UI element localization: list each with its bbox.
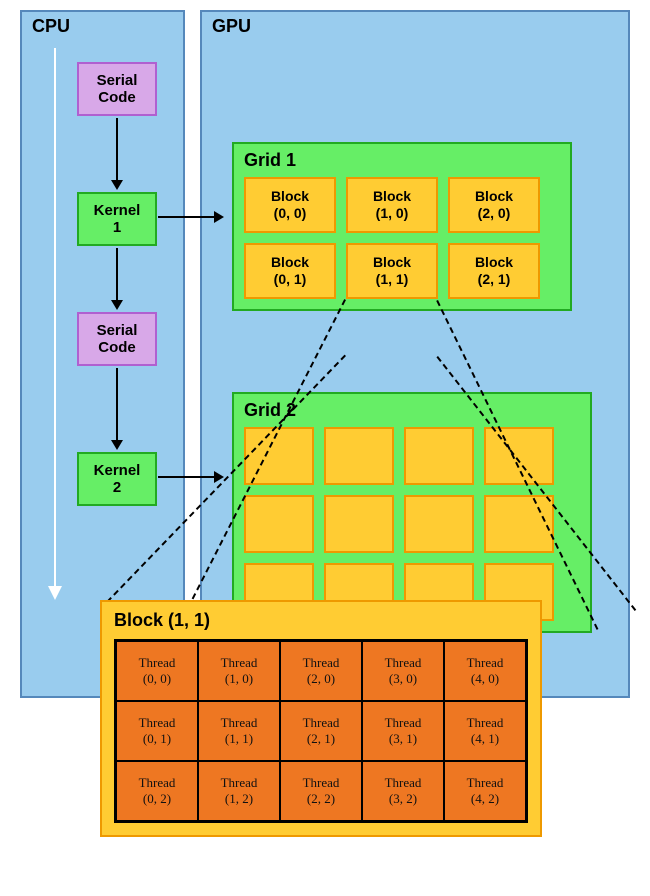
block bbox=[244, 495, 314, 553]
block-row: Block(0, 0) Block(1, 0) Block(2, 0) bbox=[244, 177, 560, 233]
label: Kernel bbox=[94, 462, 141, 479]
block bbox=[484, 495, 554, 553]
block-1-0: Block(1, 0) bbox=[346, 177, 438, 233]
arrow-down bbox=[116, 368, 118, 448]
block-2-1: Block(2, 1) bbox=[448, 243, 540, 299]
grid-1: Grid 1 Block(0, 0) Block(1, 0) Block(2, … bbox=[232, 142, 572, 311]
block bbox=[404, 495, 474, 553]
grid-1-title: Grid 1 bbox=[244, 150, 560, 171]
label: 1 bbox=[113, 219, 121, 236]
arrow-down bbox=[116, 118, 118, 188]
thread-cell: Thread(4, 1) bbox=[444, 701, 526, 761]
serial-code-1: Serial Code bbox=[77, 62, 157, 116]
timeline-arrow-head bbox=[48, 586, 62, 600]
thread-cell: Thread(0, 1) bbox=[116, 701, 198, 761]
thread-cell: Thread(0, 2) bbox=[116, 761, 198, 821]
block-detail: Block (1, 1) Thread(0, 0)Thread(1, 0)Thr… bbox=[100, 600, 542, 837]
thread-cell: Thread(2, 2) bbox=[280, 761, 362, 821]
kernel-2: Kernel 2 bbox=[77, 452, 157, 506]
thread-cell: Thread(4, 0) bbox=[444, 641, 526, 701]
thread-cell: Thread(1, 1) bbox=[198, 701, 280, 761]
thread-cell: Thread(1, 2) bbox=[198, 761, 280, 821]
cpu-panel: CPU Serial Code Kernel 1 Serial Code Ker… bbox=[20, 10, 185, 698]
block-0-1: Block(0, 1) bbox=[244, 243, 336, 299]
thread-cell: Thread(3, 1) bbox=[362, 701, 444, 761]
label: Serial bbox=[97, 72, 138, 89]
block-detail-title: Block (1, 1) bbox=[114, 610, 528, 631]
block-0-0: Block(0, 0) bbox=[244, 177, 336, 233]
cpu-title: CPU bbox=[32, 16, 70, 37]
thread-cell: Thread(1, 0) bbox=[198, 641, 280, 701]
serial-code-2: Serial Code bbox=[77, 312, 157, 366]
thread-cell: Thread(4, 2) bbox=[444, 761, 526, 821]
label: Serial bbox=[97, 322, 138, 339]
arrow-kernel2-grid2 bbox=[158, 476, 222, 478]
block-1-1: Block(1, 1) bbox=[346, 243, 438, 299]
gpu-title: GPU bbox=[212, 16, 251, 37]
block-row: Block(0, 1) Block(1, 1) Block(2, 1) bbox=[244, 243, 560, 299]
thread-cell: Thread(3, 2) bbox=[362, 761, 444, 821]
block-row bbox=[244, 495, 580, 553]
arrow-kernel1-grid1 bbox=[158, 216, 222, 218]
thread-cell: Thread(2, 1) bbox=[280, 701, 362, 761]
label: Code bbox=[98, 339, 136, 356]
kernel-1: Kernel 1 bbox=[77, 192, 157, 246]
grid-2: Grid 2 bbox=[232, 392, 592, 633]
gpu-panel: GPU Grid 1 Block(0, 0) Block(1, 0) Block… bbox=[200, 10, 630, 698]
block bbox=[324, 427, 394, 485]
block-2-0: Block(2, 0) bbox=[448, 177, 540, 233]
block bbox=[404, 427, 474, 485]
thread-cell: Thread(0, 0) bbox=[116, 641, 198, 701]
label: 2 bbox=[113, 479, 121, 496]
block bbox=[484, 427, 554, 485]
thread-cell: Thread(3, 0) bbox=[362, 641, 444, 701]
grid-2-title: Grid 2 bbox=[244, 400, 580, 421]
label: Kernel bbox=[94, 202, 141, 219]
arrow-down bbox=[116, 248, 118, 308]
block bbox=[324, 495, 394, 553]
thread-grid: Thread(0, 0)Thread(1, 0)Thread(2, 0)Thre… bbox=[114, 639, 528, 823]
thread-cell: Thread(2, 0) bbox=[280, 641, 362, 701]
timeline-arrow bbox=[54, 48, 56, 588]
label: Code bbox=[98, 89, 136, 106]
